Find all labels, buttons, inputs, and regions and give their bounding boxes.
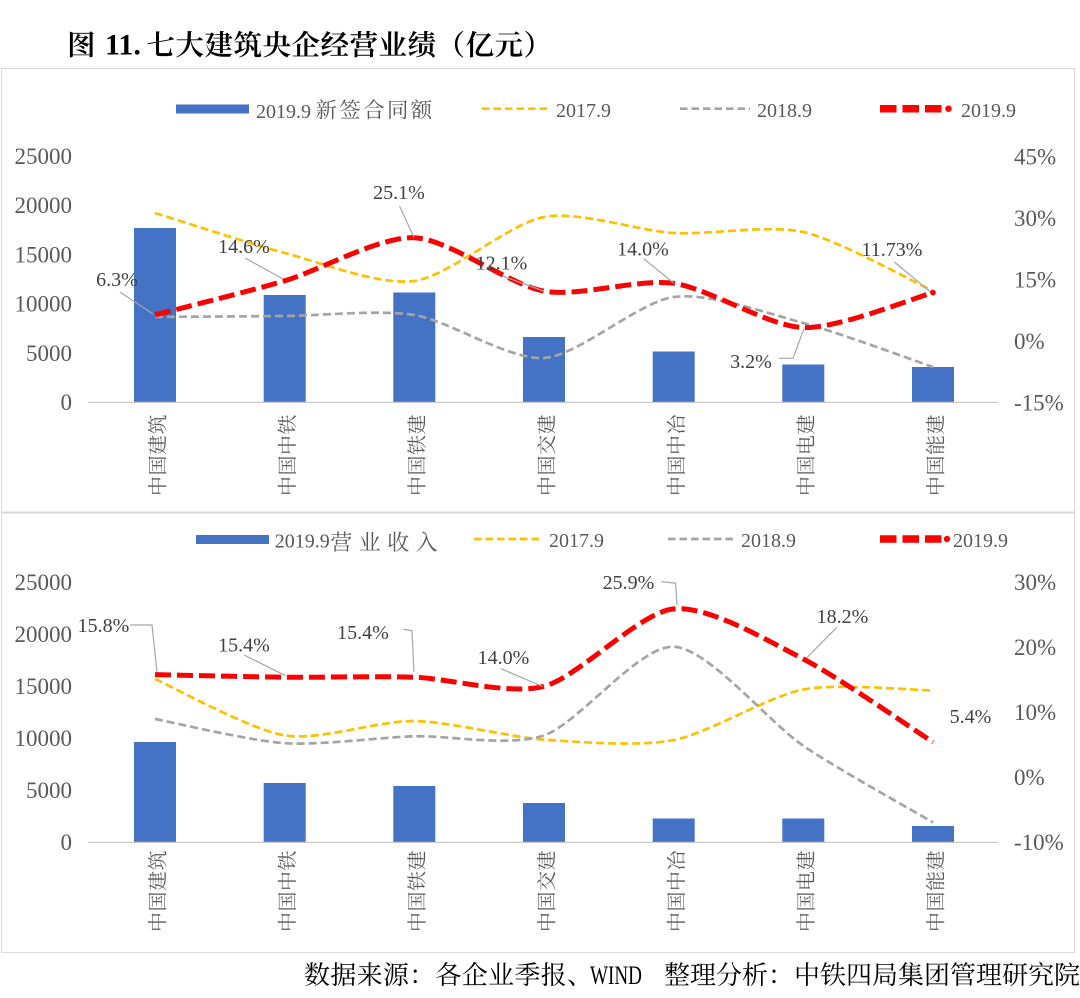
- svg-text:14.6%: 14.6%: [218, 236, 270, 258]
- svg-text:45%: 45%: [1014, 145, 1056, 170]
- svg-text:0: 0: [61, 830, 73, 855]
- svg-text:2018.9: 2018.9: [741, 530, 796, 552]
- svg-text:5.4%: 5.4%: [950, 706, 992, 728]
- svg-text:15.8%: 15.8%: [78, 615, 130, 637]
- svg-text:14.0%: 14.0%: [617, 239, 669, 261]
- svg-text:10000: 10000: [15, 292, 73, 317]
- svg-text:0: 0: [61, 390, 73, 415]
- svg-text:2019.9: 2019.9: [953, 530, 1008, 552]
- svg-text:15000: 15000: [15, 674, 73, 699]
- svg-text:25.9%: 25.9%: [603, 572, 655, 594]
- svg-text:25000: 25000: [15, 570, 73, 595]
- svg-text:0%: 0%: [1014, 765, 1045, 790]
- svg-text:30%: 30%: [1014, 570, 1056, 595]
- svg-text:0%: 0%: [1014, 329, 1045, 354]
- svg-text:10%: 10%: [1014, 700, 1056, 725]
- svg-text:10000: 10000: [15, 726, 73, 751]
- svg-text:2019.9: 2019.9: [961, 100, 1016, 122]
- svg-text:WIND: WIND: [590, 961, 642, 990]
- svg-text:-15%: -15%: [1014, 391, 1064, 416]
- svg-text:2017.9: 2017.9: [549, 530, 604, 552]
- svg-text:2019.9: 2019.9: [256, 101, 311, 123]
- svg-text:30%: 30%: [1014, 206, 1056, 231]
- svg-text:-10%: -10%: [1014, 830, 1064, 855]
- svg-text:12.1%: 12.1%: [476, 253, 528, 275]
- svg-text:3.2%: 3.2%: [730, 351, 772, 373]
- svg-text:15000: 15000: [15, 242, 73, 267]
- svg-text:11.73%: 11.73%: [862, 239, 923, 261]
- svg-text:15.4%: 15.4%: [337, 622, 389, 644]
- svg-text:2018.9: 2018.9: [757, 100, 812, 122]
- svg-text:18.2%: 18.2%: [817, 606, 869, 628]
- svg-text:6.3%: 6.3%: [96, 269, 138, 291]
- svg-text:25000: 25000: [15, 144, 73, 169]
- svg-text:2017.9: 2017.9: [556, 100, 611, 122]
- svg-text:15%: 15%: [1014, 268, 1056, 293]
- svg-text:5000: 5000: [26, 778, 72, 803]
- svg-text:20000: 20000: [15, 622, 73, 647]
- svg-text:2019.9: 2019.9: [275, 531, 330, 553]
- svg-text:20000: 20000: [15, 193, 73, 218]
- svg-text:15.4%: 15.4%: [218, 635, 270, 657]
- svg-text:14.0%: 14.0%: [478, 647, 530, 669]
- svg-text:11.: 11.: [105, 29, 141, 62]
- svg-text:5000: 5000: [26, 341, 72, 366]
- svg-text:25.1%: 25.1%: [373, 182, 425, 204]
- svg-text:20%: 20%: [1014, 635, 1056, 660]
